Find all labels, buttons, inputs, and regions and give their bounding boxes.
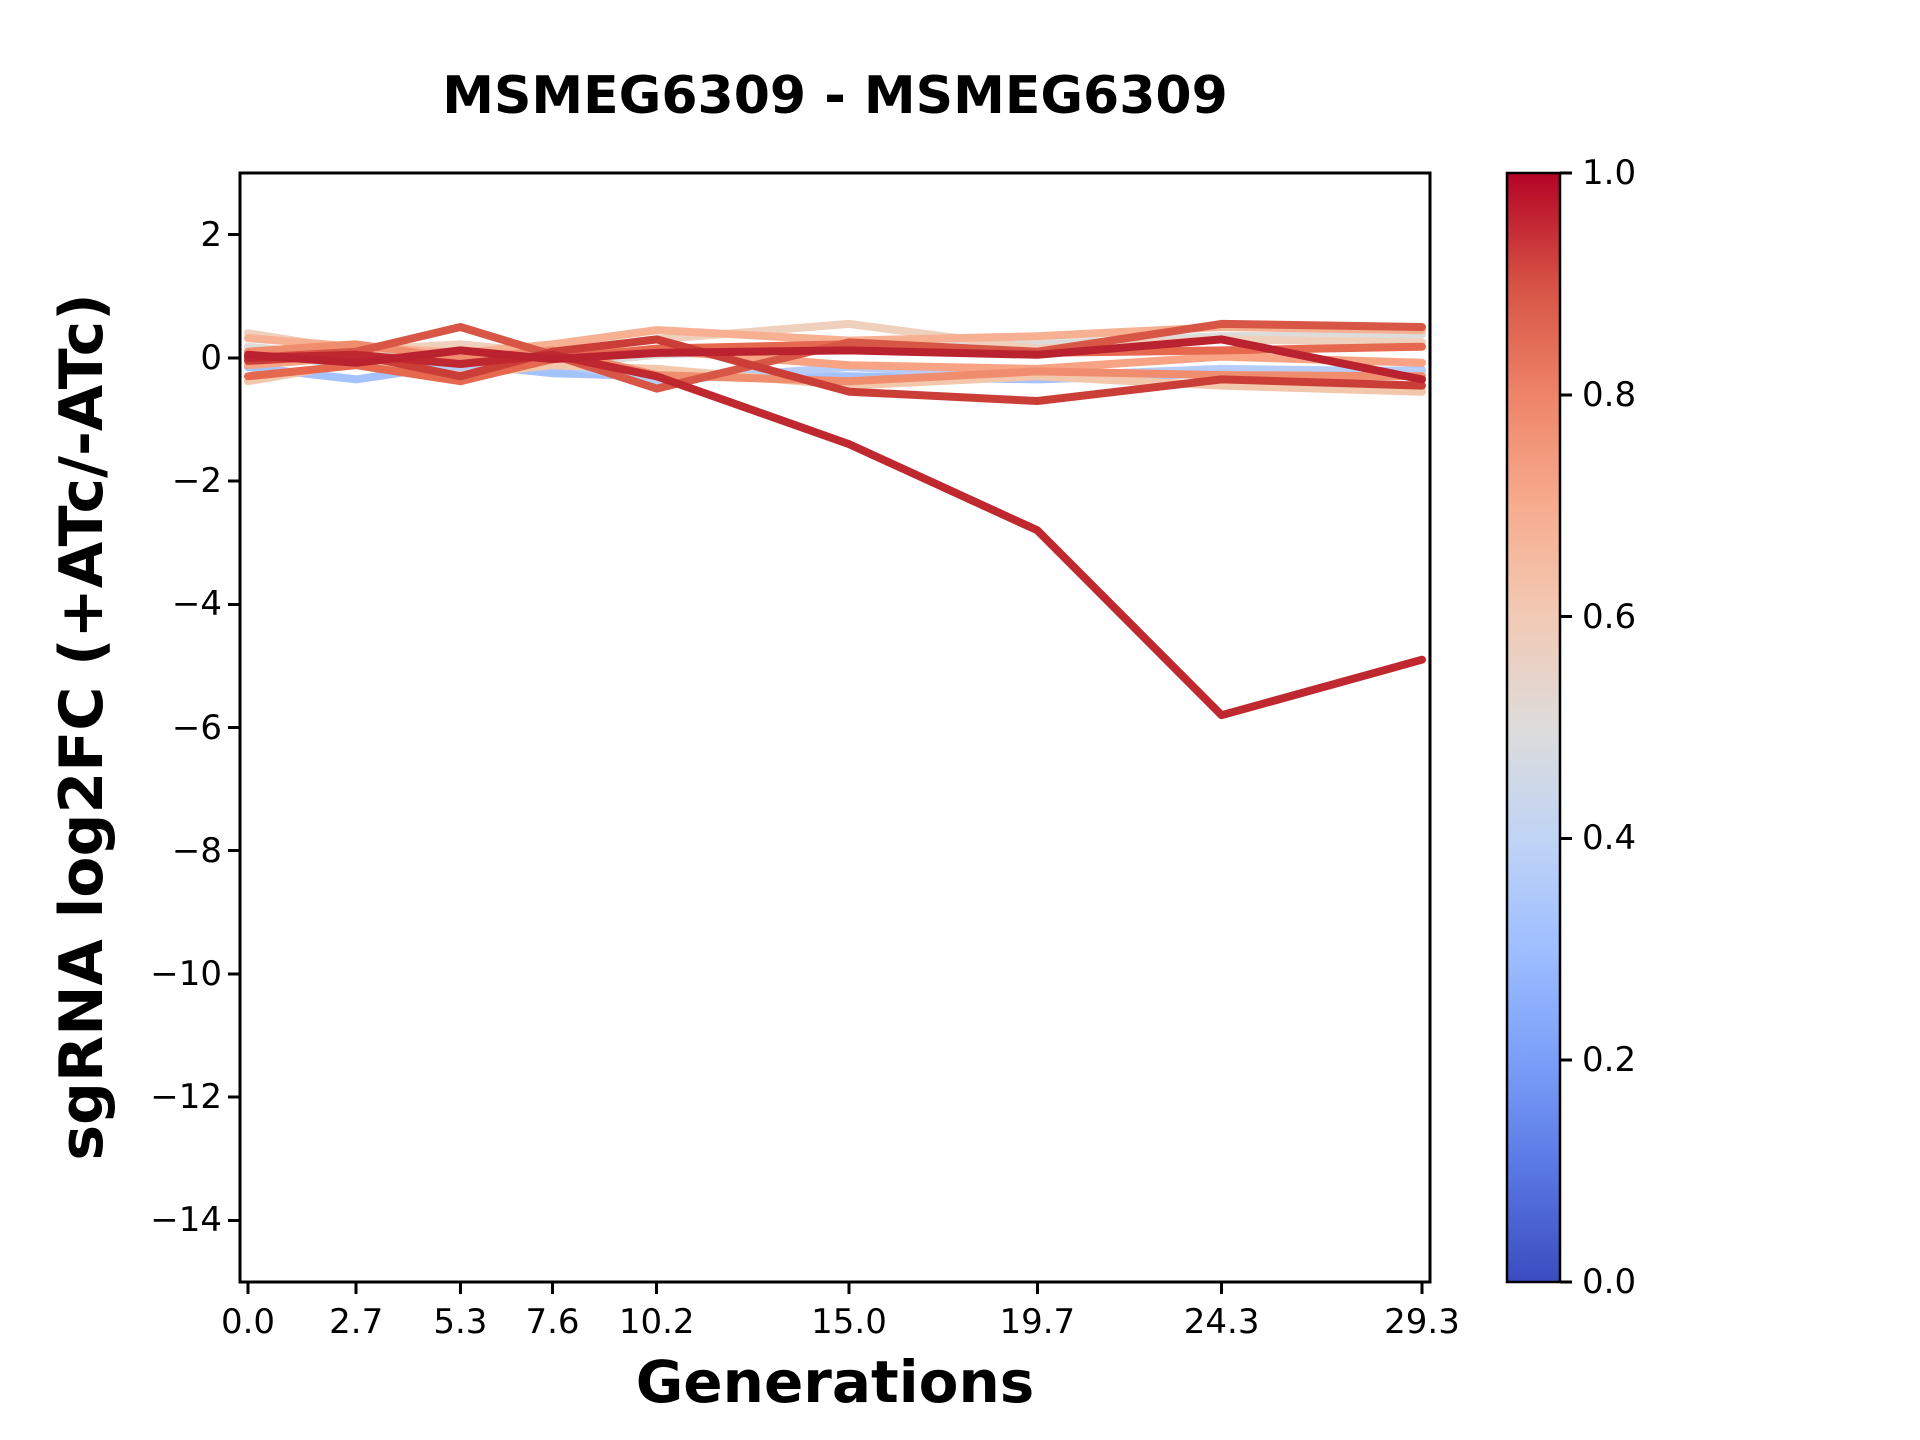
colorbar-tick-label: 0.6	[1582, 596, 1637, 637]
series-line_10	[244, 319, 1426, 393]
series-line_13	[244, 335, 1426, 384]
colorbar	[1505, 171, 1562, 1284]
series-lines	[244, 319, 1426, 720]
y-tick-label: 2	[200, 214, 222, 255]
x-tick-label: 24.3	[1183, 1302, 1260, 1342]
x-tick-label: 2.7	[329, 1302, 384, 1342]
chart-title: MSMEG6309 - MSMEG6309	[442, 66, 1228, 126]
series-line_09	[244, 340, 1426, 386]
y-tick-label: −10	[150, 953, 222, 994]
y-tick-label: 0	[200, 337, 222, 378]
y-tick-label: −12	[150, 1077, 222, 1118]
x-tick-label: 7.6	[525, 1302, 580, 1342]
x-tick-label: 0.0	[220, 1302, 276, 1342]
colorbar-tick-label: 1.0	[1582, 153, 1637, 193]
x-axis-label: Generations	[635, 1348, 1035, 1416]
y-tick-label: −4	[171, 584, 222, 625]
x-tick-label: 10.2	[618, 1302, 695, 1342]
x-tick-label: 29.3	[1384, 1302, 1460, 1342]
x-tick-label: 15.0	[811, 1302, 887, 1342]
y-tick-label: −8	[171, 830, 222, 871]
colorbar-tick-label: 0.4	[1582, 818, 1637, 859]
y-tick-label: −2	[171, 461, 222, 502]
colorbar-tick-label: 0.2	[1582, 1040, 1637, 1081]
series-line_12_depleted	[244, 350, 1426, 720]
colorbar-tick-label: 0.8	[1582, 374, 1637, 415]
y-tick-label: −14	[150, 1200, 222, 1241]
y-tick-label: −6	[171, 707, 222, 748]
x-tick-label: 5.3	[433, 1302, 488, 1342]
x-tick-label: 19.7	[999, 1302, 1076, 1342]
colorbar-tick-label: 0.0	[1582, 1262, 1637, 1302]
